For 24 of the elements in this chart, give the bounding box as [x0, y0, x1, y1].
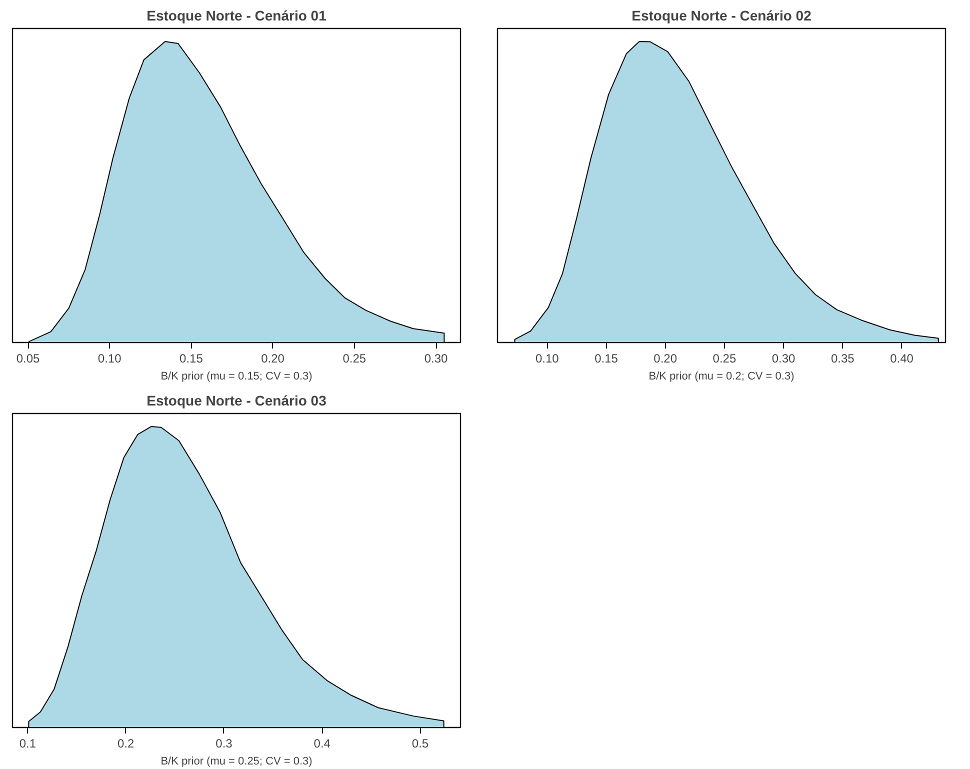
x-tick-label: 0.25	[342, 352, 366, 366]
x-tick-label: 0.1	[19, 736, 36, 750]
x-tick-label: 0.35	[830, 352, 855, 366]
x-tick-label: 0.5	[412, 736, 429, 750]
x-tick-label: 0.2	[118, 736, 135, 750]
x-tick-label: 0.20	[261, 352, 285, 366]
x-axis-title: B/K prior (mu = 0.25; CV = 0.3)	[160, 756, 312, 768]
x-tick-label: 0.25	[712, 352, 736, 366]
x-tick-label: 0.30	[424, 352, 448, 366]
x-axis-title: B/K prior (mu = 0.2; CV = 0.3)	[648, 370, 794, 382]
x-tick-label: 0.3	[216, 736, 233, 750]
x-tick-label: 0.10	[535, 352, 560, 366]
x-tick-label: 0.30	[772, 352, 796, 366]
x-axis-title: B/K prior (mu = 0.15; CV = 0.3)	[160, 370, 312, 382]
x-tick-label: 0.05	[16, 352, 40, 366]
x-tick-label: 0.4	[314, 736, 331, 750]
chart-title: Estoque Norte - Cenário 01	[146, 8, 327, 24]
chart-title: Estoque Norte - Cenário 02	[632, 8, 812, 24]
x-tick-label: 0.10	[98, 352, 122, 366]
x-tick-label: 0.40	[890, 352, 914, 366]
x-tick-label: 0.15	[594, 352, 618, 366]
chart-title: Estoque Norte - Cenário 03	[146, 392, 327, 408]
x-tick-label: 0.15	[180, 352, 204, 366]
x-tick-label: 0.20	[654, 352, 678, 366]
